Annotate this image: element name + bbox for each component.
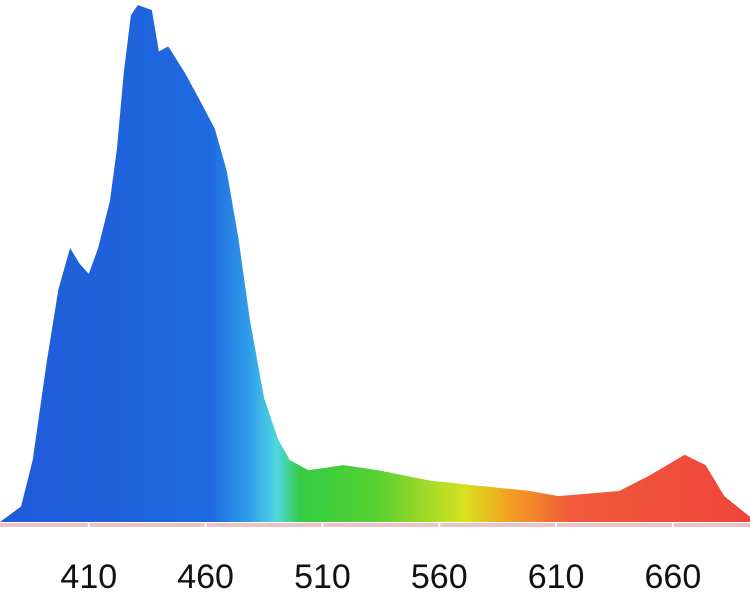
x-tick-label: 510	[294, 558, 351, 596]
x-tick-label: 460	[177, 558, 234, 596]
x-tick-label: 410	[60, 558, 117, 596]
x-tick-label: 560	[411, 558, 468, 596]
plot: 410 460 510 560 610 660	[0, 5, 750, 596]
x-tick-label: 660	[645, 558, 702, 596]
spectrum-area	[0, 5, 750, 522]
x-tick-label: 610	[528, 558, 585, 596]
